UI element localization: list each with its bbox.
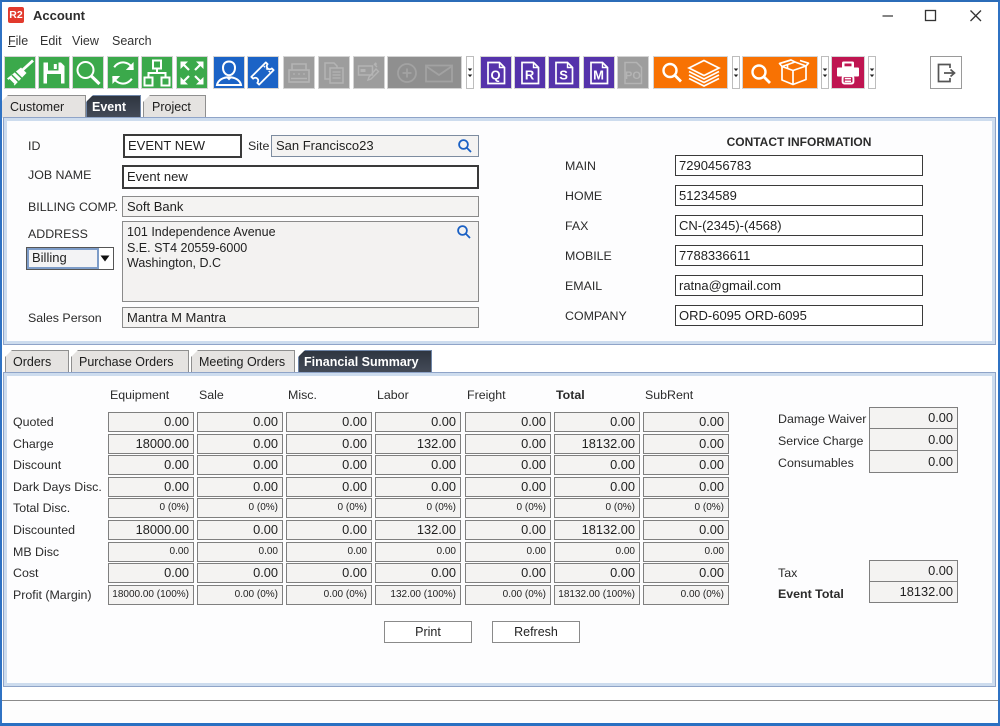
svg-text:S: S (559, 67, 568, 82)
svg-text:M: M (593, 67, 604, 82)
svg-text:PO: PO (625, 70, 641, 82)
svg-text:R: R (525, 67, 535, 82)
svg-text:Q: Q (491, 67, 501, 82)
